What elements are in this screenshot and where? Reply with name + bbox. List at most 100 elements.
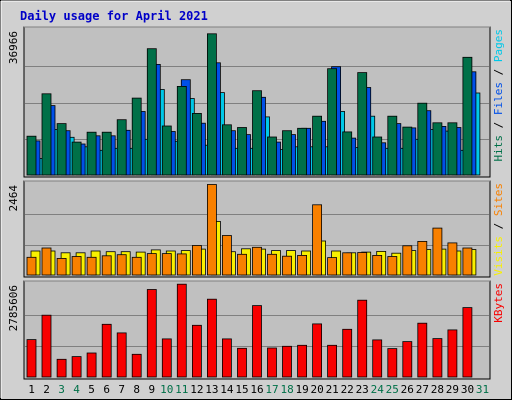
day-label: 23 [356,383,369,396]
visits-sites-bar [357,252,368,276]
hits-hits-bar [417,102,428,176]
kbytes-kbytes-bar [327,344,338,378]
hits-hits-bar [86,131,97,176]
hits-hits-bar [432,122,443,176]
day-label: 26 [401,383,414,396]
hits-hits-bar [176,86,187,176]
kbytes-kbytes-bar [176,283,187,378]
visits-sites-bar [221,235,232,276]
day-label: 29 [446,383,459,396]
visits-sites-bar [267,253,277,276]
kbytes-kbytes-bar [116,332,127,378]
day-label: 3 [58,383,65,396]
hits-hits-bar [357,72,368,176]
visits-sites-bar [342,252,353,276]
kbytes-kbytes-bar [387,348,398,378]
legend-sites: Sites [492,183,505,216]
visits-sites-bar [312,204,323,276]
day-label: 7 [118,383,125,396]
visits-sites-bar [282,255,292,276]
kbytes-max-label: 2785606 [7,285,20,331]
hits-hits-bar [252,90,262,176]
hits-hits-bar [131,97,142,176]
day-label: 9 [148,383,155,396]
legend-hits: Hits [492,135,505,162]
legend-visits: Visits [492,236,505,276]
hits-panel: 36966 Hits / Files / Pages [7,26,505,178]
kbytes-kbytes-bar [312,323,323,378]
kbytes-kbytes-bar [297,344,308,378]
hits-legend-label: Hits / Files / Pages [492,29,505,162]
hits-hits-bar [387,115,398,176]
day-label: 21 [326,383,339,396]
hits-hits-bar [206,33,217,176]
hits-hits-bar [462,56,473,176]
day-label: 18 [280,383,293,396]
kbytes-kbytes-bar [432,338,443,378]
day-label: 11 [175,383,188,396]
visits-sites-bar [447,242,458,276]
hits-max-label: 36966 [7,31,20,64]
kbytes-kbytes-bar [206,298,217,378]
kbytes-kbytes-bar [252,305,262,378]
day-label: 12 [190,383,203,396]
kbytes-kbytes-bar [237,347,247,378]
day-label: 5 [88,383,95,396]
day-label: 20 [310,383,323,396]
day-label: 1 [28,383,35,396]
visits-panel: 2464 Visits / Sites [7,180,505,278]
kbytes-kbytes-bar [71,356,82,378]
kbytes-kbytes-bar [191,324,202,378]
visits-sites-bar [161,253,172,276]
visits-sites-bar [131,256,142,276]
kbytes-kbytes-bar [462,307,473,378]
hits-hits-bar [26,135,37,176]
kbytes-kbytes-bar [342,328,353,378]
hits-hits-bar [71,141,82,176]
day-label: 27 [416,383,429,396]
visits-sites-bar [146,253,157,276]
day-label: 25 [386,383,399,396]
visits-sites-bar [41,247,52,276]
kbytes-kbytes-bar [146,289,157,378]
hits-hits-bar [191,113,202,176]
chart-panels: 36966 Hits / Files / Pages 2464 Visits / Si… [7,26,505,380]
hits-hits-bar [101,131,112,176]
visits-sites-bar [432,227,443,276]
day-label: 15 [235,383,248,396]
visits-sites-bar [402,245,413,276]
day-label: 2 [43,383,50,396]
hits-hits-bar [282,130,292,176]
visits-sites-bar [191,245,202,276]
kbytes-kbytes-bar [282,345,292,378]
x-axis-day-labels: 1 2 3 4 5 6 7 8 9 10 11 12 13 14 15 16 17 18 19 20 21 22 23 24 2… [28,383,489,396]
kbytes-kbytes-bar [131,353,142,378]
hits-hits-bar [342,131,353,176]
kbytes-kbytes-bar [417,322,428,378]
day-label: 16 [250,383,263,396]
day-label: 14 [220,383,234,396]
kbytes-kbytes-bar [26,339,37,378]
visits-sites-bar [252,246,262,276]
kbytes-kbytes-bar [56,358,67,378]
chart-title: Daily usage for April 2021 [20,9,208,23]
visits-sites-bar [71,256,82,276]
legend-pages: Pages [492,29,505,62]
hits-hits-bar [146,48,157,176]
visits-sites-bar [237,253,247,276]
kbytes-kbytes-bar [101,323,112,378]
visits-sites-bar [56,257,67,276]
kbytes-kbytes-bar [221,338,232,378]
hits-hits-bar [237,127,247,176]
day-label: 6 [103,383,110,396]
day-label: 10 [160,383,173,396]
visits-max-label: 2464 [7,185,20,212]
hits-hits-bar [297,127,308,176]
visits-sites-bar [387,256,398,276]
legend-separator: / [492,216,505,236]
day-label: 13 [205,383,218,396]
visits-sites-bar [176,253,187,276]
hits-hits-bar [161,125,172,176]
visits-sites-bar [417,240,428,276]
kbytes-kbytes-bar [267,347,277,378]
